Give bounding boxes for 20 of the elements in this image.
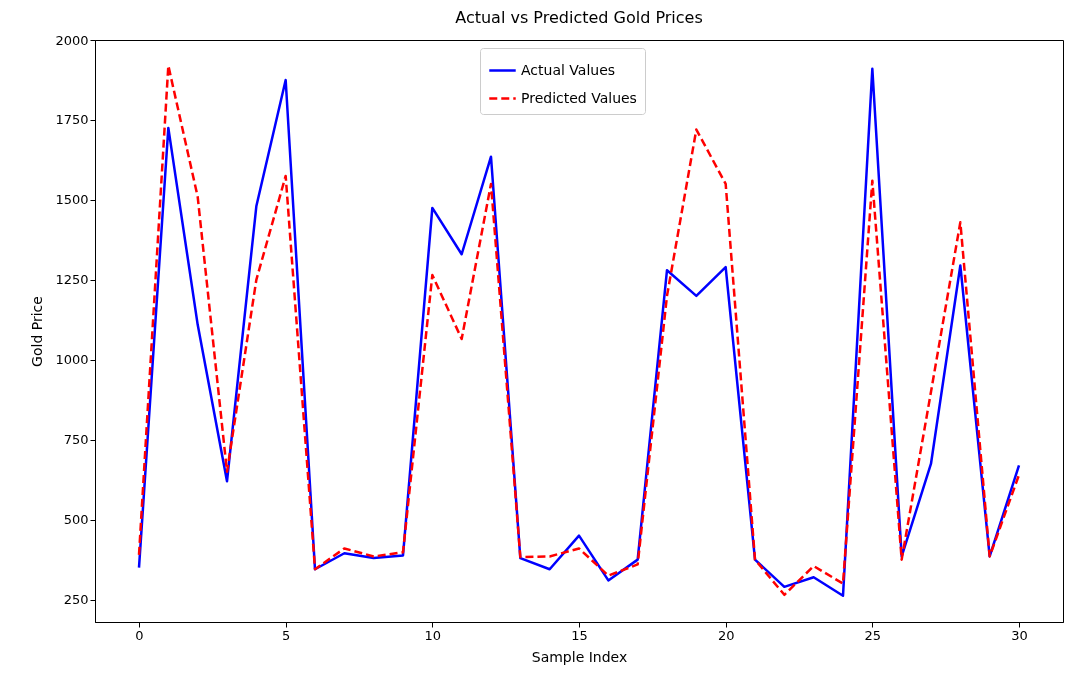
x-axis-title: Sample Index [531,648,628,665]
y-tick-label: 750 [63,432,89,448]
chart-title: Actual vs Predicted Gold Prices [455,8,703,27]
y-tick-label: 1000 [55,352,89,368]
y-tick-label: 500 [63,512,89,528]
y-tick-label: 1500 [55,192,89,208]
y-tick-label: 250 [63,592,89,608]
y-tick-label: 1750 [55,112,89,128]
legend-label: Predicted Values [521,89,637,106]
legend-label: Actual Values [521,61,616,78]
y-tick-label: 2000 [55,32,89,48]
x-tick-label: 20 [717,627,735,643]
y-tick-label: 1250 [55,272,89,288]
y-axis-title: Gold Price [29,296,46,367]
x-tick-label: 0 [135,627,144,643]
x-tick-label: 25 [864,627,882,643]
x-tick-label: 5 [282,627,291,643]
x-tick-label: 30 [1011,627,1028,643]
x-tick-label: 10 [424,627,442,643]
x-tick-label: 15 [571,627,588,643]
